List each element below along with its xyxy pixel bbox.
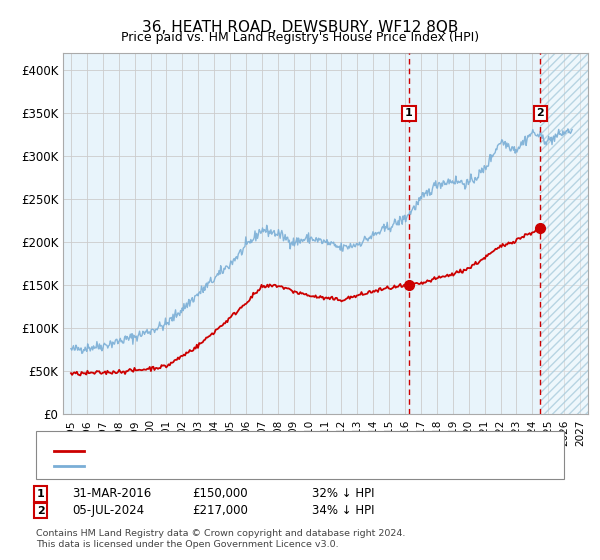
Text: 05-JUL-2024: 05-JUL-2024 <box>72 504 144 517</box>
Text: 32% ↓ HPI: 32% ↓ HPI <box>312 487 374 501</box>
Bar <box>540 53 588 414</box>
Text: 36, HEATH ROAD, DEWSBURY, WF12 8QB: 36, HEATH ROAD, DEWSBURY, WF12 8QB <box>142 20 458 35</box>
Bar <box>540 53 588 414</box>
Text: 2: 2 <box>536 109 544 118</box>
Text: £150,000: £150,000 <box>192 487 248 501</box>
Text: 34% ↓ HPI: 34% ↓ HPI <box>312 504 374 517</box>
Text: 1: 1 <box>37 489 44 499</box>
Text: Contains HM Land Registry data © Crown copyright and database right 2024.: Contains HM Land Registry data © Crown c… <box>36 529 406 538</box>
Text: 31-MAR-2016: 31-MAR-2016 <box>72 487 151 501</box>
Text: Price paid vs. HM Land Registry's House Price Index (HPI): Price paid vs. HM Land Registry's House … <box>121 31 479 44</box>
Text: £217,000: £217,000 <box>192 504 248 517</box>
Text: 1: 1 <box>405 109 413 118</box>
Text: HPI: Average price, detached house, Kirklees: HPI: Average price, detached house, Kirk… <box>90 461 335 471</box>
Text: This data is licensed under the Open Government Licence v3.0.: This data is licensed under the Open Gov… <box>36 540 338 549</box>
Text: 2: 2 <box>37 506 44 516</box>
Text: 36, HEATH ROAD, DEWSBURY, WF12 8QB (detached house): 36, HEATH ROAD, DEWSBURY, WF12 8QB (deta… <box>90 446 415 456</box>
